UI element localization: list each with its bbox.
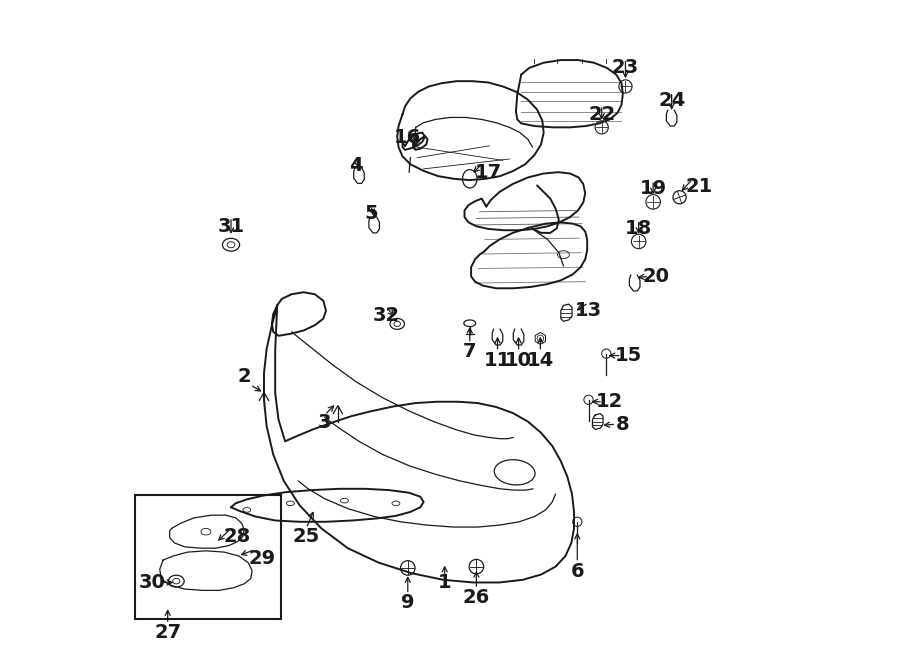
Text: 13: 13 (575, 301, 602, 320)
Text: 30: 30 (139, 573, 166, 592)
Text: 32: 32 (374, 307, 400, 325)
Text: 22: 22 (588, 104, 616, 124)
Text: 4: 4 (349, 156, 363, 175)
Text: 2: 2 (238, 367, 251, 386)
Text: 26: 26 (463, 588, 490, 607)
Text: 1: 1 (438, 573, 452, 592)
Text: 17: 17 (474, 163, 502, 182)
Text: 15: 15 (615, 346, 642, 365)
Text: 31: 31 (218, 217, 245, 236)
Text: 23: 23 (612, 58, 639, 77)
Text: 19: 19 (640, 179, 667, 198)
Text: 6: 6 (571, 562, 584, 581)
Bar (135, 495, 281, 619)
Text: 3: 3 (318, 413, 331, 432)
Text: 5: 5 (364, 204, 378, 223)
Text: 20: 20 (643, 267, 670, 286)
Text: 8: 8 (616, 414, 630, 434)
Text: 11: 11 (484, 351, 511, 369)
Text: 9: 9 (401, 593, 415, 612)
Text: 24: 24 (658, 91, 685, 110)
Text: 7: 7 (463, 342, 476, 361)
Text: 18: 18 (625, 219, 652, 238)
Text: 12: 12 (596, 392, 624, 411)
Text: 29: 29 (248, 549, 275, 568)
Text: 25: 25 (292, 527, 320, 546)
Text: 28: 28 (224, 527, 251, 546)
Text: 21: 21 (686, 177, 713, 196)
Text: 27: 27 (154, 623, 181, 642)
Text: 14: 14 (526, 351, 554, 369)
Text: 10: 10 (505, 351, 532, 369)
Text: 16: 16 (393, 128, 421, 147)
